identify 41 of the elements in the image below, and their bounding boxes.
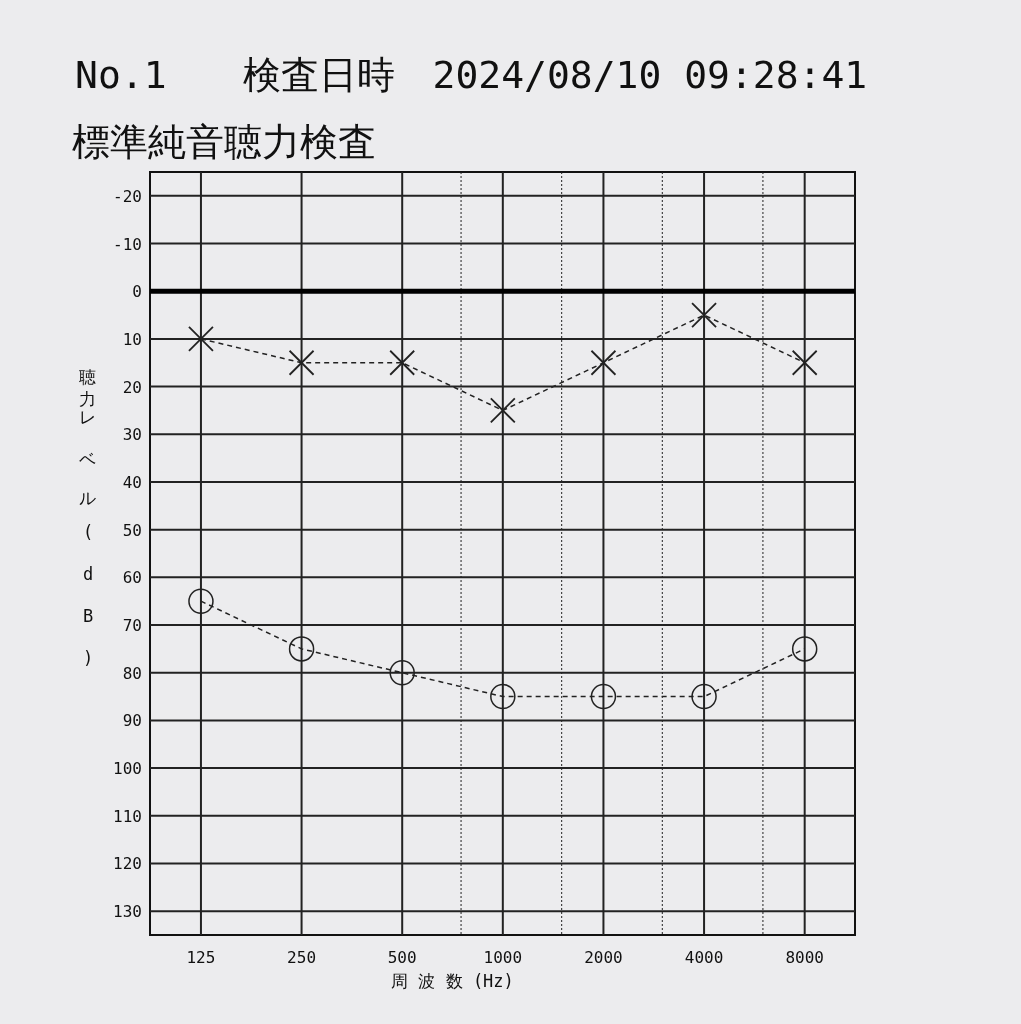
chart-subtitle: 標準純音聴力検査	[72, 120, 376, 164]
point	[188, 326, 214, 352]
point	[288, 636, 315, 662]
point	[389, 349, 416, 376]
x-tick-label: 125	[186, 948, 216, 967]
point	[590, 683, 617, 710]
x-tick-label: 1000	[483, 948, 523, 967]
point	[691, 683, 717, 710]
point	[490, 683, 516, 710]
point	[288, 349, 315, 376]
y-tick-label: -20	[113, 186, 142, 206]
y-tick-label: 20	[122, 377, 142, 397]
point	[489, 397, 516, 424]
y-tick-label: 50	[122, 520, 142, 540]
y-tick-label: 120	[113, 854, 142, 874]
y-tick-label: 100	[113, 759, 142, 779]
point	[188, 588, 214, 614]
x-tick-label: 8000	[785, 948, 824, 967]
y-tick-label: 60	[122, 568, 142, 588]
y-tick-label: 30	[122, 425, 142, 445]
x-tick-label: 4000	[684, 948, 724, 967]
y-tick-label: 130	[113, 902, 142, 922]
y-tick-label: 110	[113, 806, 142, 826]
y-tick-label: 0	[132, 282, 142, 302]
y-tick-label: 90	[122, 711, 142, 731]
point	[791, 636, 818, 662]
x-axis-title: 周 波 数 (Hz)	[391, 971, 514, 991]
y-axis-title: 聴力レベル(dB)	[78, 355, 98, 690]
chart-title: No.1 検査日時 2024/08/10 09:28:41	[75, 53, 868, 97]
x-tick-label: 500	[387, 948, 417, 967]
point	[691, 302, 717, 328]
y-tick-label: 70	[122, 616, 142, 636]
y-tick-label: 10	[122, 329, 142, 349]
y-tick-label: 80	[122, 663, 142, 683]
point	[590, 349, 617, 376]
y-tick-label: 40	[122, 472, 142, 492]
x-tick-label: 2000	[584, 948, 623, 967]
point	[389, 659, 415, 686]
y-tick-label: -10	[113, 234, 142, 254]
point	[791, 349, 818, 376]
x-tick-label: 250	[287, 948, 317, 967]
